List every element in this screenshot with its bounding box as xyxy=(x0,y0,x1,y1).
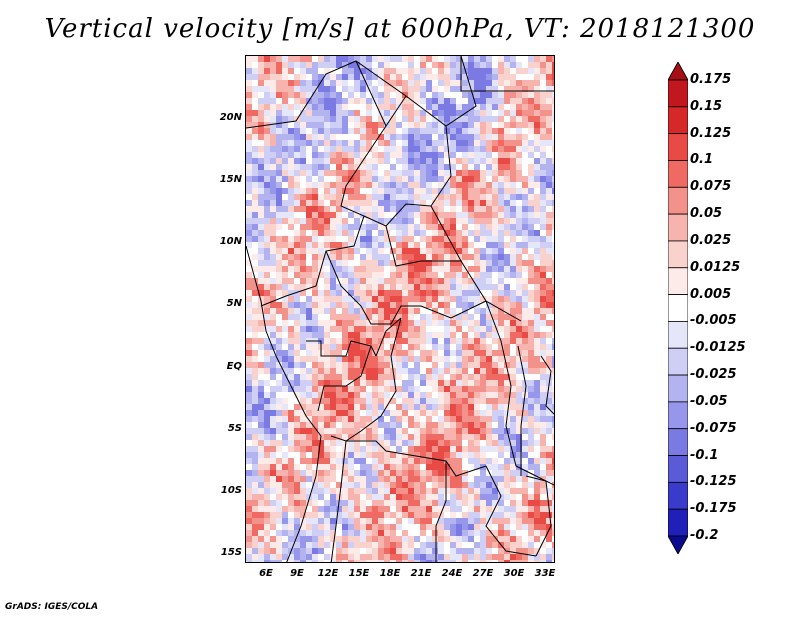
colorbar-segment xyxy=(668,213,688,242)
colorbar-tick-label: 0.025 xyxy=(690,232,732,248)
lon-tick-label: 24E xyxy=(441,568,463,579)
colorbar-tick-label: -0.05 xyxy=(690,393,728,409)
colorbar-segment xyxy=(668,267,688,295)
colorbar-segment xyxy=(668,186,688,215)
lat-tick-label: 15S xyxy=(220,547,242,558)
velocity-cells xyxy=(246,56,554,562)
colorbar-tick-label: 0.0125 xyxy=(690,259,741,275)
colorbar xyxy=(668,62,688,554)
colorbar-tick-label: -0.025 xyxy=(690,367,737,383)
chart-title: Vertical velocity [m/s] at 600hPa, VT: 2… xyxy=(44,14,756,44)
lat-tick-label: 15N xyxy=(219,174,242,185)
footer-credit: GrADS: IGES/COLA xyxy=(5,602,99,612)
colorbar-tick-label: -0.2 xyxy=(690,528,719,543)
colorbar-tick-label: -0.125 xyxy=(690,474,737,490)
lon-tick-label: 12E xyxy=(317,568,339,579)
colorbar-tick-label: -0.075 xyxy=(690,420,737,436)
colorbar-segment xyxy=(668,240,688,269)
colorbar-segment xyxy=(668,374,688,403)
colorbar-tick-label: 0.05 xyxy=(690,206,723,222)
colorbar-tick-label: 0.1 xyxy=(690,152,714,168)
lon-tick-label: 6E xyxy=(259,568,273,579)
lon-tick-label: 33E xyxy=(534,568,556,579)
colorbar-segment xyxy=(668,428,688,456)
colorbar-tick-label: -0.005 xyxy=(690,313,737,329)
lon-tick-label: 27E xyxy=(472,568,494,579)
colorbar-tick-label: 0.005 xyxy=(690,286,732,302)
colorbar-tick-label: 0.125 xyxy=(690,125,732,141)
colorbar-segment xyxy=(668,455,688,483)
colorbar-bottom-arrow xyxy=(668,535,688,554)
colorbar-segment xyxy=(668,79,688,108)
lat-tick-label: 20N xyxy=(219,112,242,123)
colorbar-segment xyxy=(668,508,688,537)
lat-tick-label: 5S xyxy=(227,423,242,434)
colorbar-segment xyxy=(668,160,688,188)
colorbar-tick-label: -0.0125 xyxy=(690,340,746,356)
colorbar-tick-label: -0.175 xyxy=(690,501,737,517)
colorbar-segment xyxy=(668,133,688,161)
colorbar-segment xyxy=(668,106,688,135)
colorbar-tick-label: -0.1 xyxy=(690,447,719,463)
colorbar-segment xyxy=(668,321,688,349)
lon-tick-label: 21E xyxy=(410,568,432,579)
colorbar-segment xyxy=(668,347,688,376)
lon-tick-label: 30E xyxy=(503,568,525,579)
colorbar-segment xyxy=(668,481,688,510)
colorbar-tick-label: 0.175 xyxy=(690,72,732,87)
velocity-field xyxy=(246,56,554,562)
colorbar-segment xyxy=(668,294,688,322)
lon-tick-label: 15E xyxy=(348,568,370,579)
lon-tick-label: 9E xyxy=(290,568,304,579)
country-borders xyxy=(246,56,554,562)
lat-tick-label: 10N xyxy=(219,236,242,247)
colorbar-tick-label: 0.075 xyxy=(690,179,732,195)
map-panel xyxy=(245,55,555,563)
colorbar-top-arrow xyxy=(668,62,688,81)
colorbar-tick-label: 0.15 xyxy=(690,98,723,114)
lat-tick-label: EQ xyxy=(226,361,242,372)
lat-tick-label: 5N xyxy=(226,298,242,309)
colorbar-segment xyxy=(668,401,688,430)
lon-tick-label: 18E xyxy=(379,568,401,579)
lat-tick-label: 10S xyxy=(220,485,242,496)
